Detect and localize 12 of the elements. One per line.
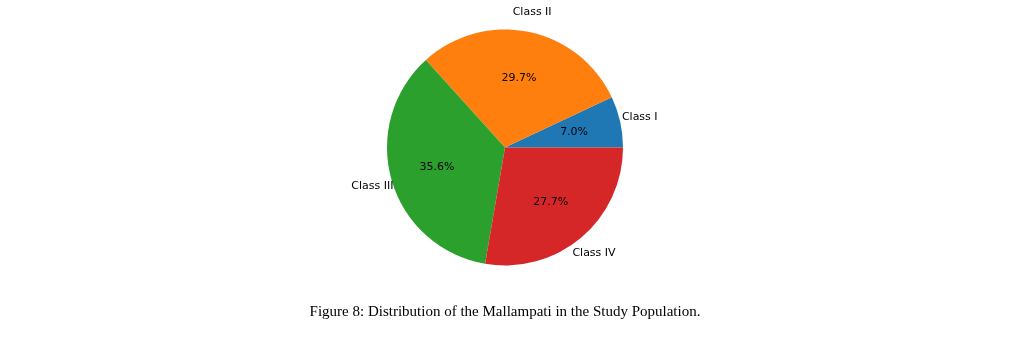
slice-label: Class IV — [572, 246, 617, 260]
slice-label: Class III — [351, 179, 394, 193]
pie-slice — [505, 97, 623, 148]
data-label: 35.6% — [419, 160, 455, 174]
slice-label: Class I — [621, 110, 658, 124]
data-label: 7.0% — [560, 125, 589, 139]
pie-slice — [425, 29, 612, 148]
data-label: 27.7% — [533, 194, 569, 208]
slice-label: Class II — [512, 5, 552, 19]
pie-slice — [485, 147, 623, 266]
data-label: 29.7% — [501, 71, 537, 85]
caption: Figure 8: Distribution of the Mallampati in the Study Population. — [309, 303, 701, 319]
